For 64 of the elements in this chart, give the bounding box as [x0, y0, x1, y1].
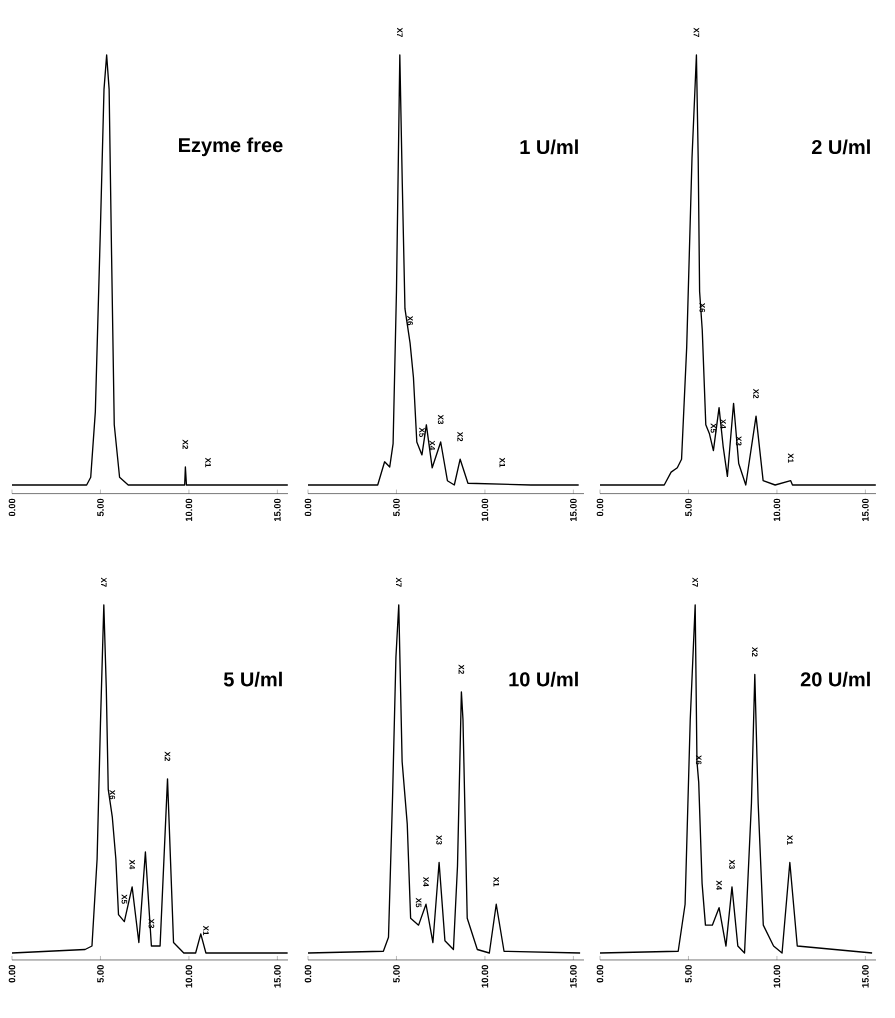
x-tick-label: 0.00	[596, 498, 604, 517]
annotation: X2	[457, 431, 463, 442]
x-tick-label: 0.00	[596, 965, 604, 983]
annotation: X4	[423, 876, 429, 887]
annotation: X1	[205, 457, 211, 468]
x-tick-label: 0.00	[304, 965, 312, 983]
x-tick-label: 15.00	[274, 498, 281, 522]
annotation: X6	[109, 789, 116, 800]
text: 2 U/ml	[811, 139, 870, 155]
x-tick-label: 5.00	[685, 498, 692, 517]
x-tick-label: 5.00	[97, 498, 104, 517]
annotation: X1	[203, 925, 209, 936]
annotation: X1	[787, 453, 794, 463]
annotation: X3	[148, 918, 155, 929]
text: 10 U/ml	[509, 671, 578, 687]
annotation: X2	[752, 647, 758, 657]
annotation: X4	[720, 418, 726, 429]
text: 20 U/ml	[800, 671, 870, 687]
text: 1 U/ml	[520, 139, 578, 155]
annotation: X5	[710, 423, 717, 433]
x-tick-label: 10.00	[481, 498, 489, 522]
annotation: X5	[419, 427, 425, 438]
x-tick-label: 15.00	[570, 498, 577, 522]
x-tick-label: 10.00	[773, 965, 781, 988]
x-tick-label: 0.00	[8, 965, 16, 983]
annotation: X3	[735, 436, 742, 446]
annotation: X2	[164, 751, 171, 761]
annotation: X5	[121, 894, 128, 904]
annotation: X5	[415, 897, 422, 908]
annotation: X6	[695, 755, 702, 765]
annotation: X2	[753, 388, 759, 399]
x-tick-label: 10.00	[773, 498, 781, 522]
x-tick-label: 0.00	[304, 498, 312, 517]
annotation: X7	[693, 27, 700, 38]
x-tick-label: 15.00	[570, 965, 577, 988]
text: 5 U/ml	[223, 671, 282, 687]
annotation: X7	[692, 577, 698, 587]
annotation: X2	[458, 664, 465, 674]
x-tick-label: 0.00	[8, 498, 16, 517]
annotation: X4	[429, 440, 435, 451]
annotation: X4	[716, 880, 722, 891]
x-tick-label: 15.00	[274, 965, 281, 988]
annotation: X7	[396, 577, 402, 587]
x-tick-label: 5.00	[393, 965, 400, 983]
x-tick-label: 5.00	[393, 498, 400, 517]
annotation: X3	[729, 859, 735, 869]
x-tick-label: 10.00	[185, 965, 193, 988]
annotation: X6	[407, 315, 413, 326]
annotation: X7	[397, 27, 403, 38]
annotation: X3	[436, 835, 442, 845]
x-tick-label: 10.00	[185, 498, 193, 522]
x-tick-label: 15.00	[862, 965, 869, 988]
text: Ezyme free	[179, 137, 283, 157]
annotation: X4	[129, 859, 135, 870]
x-tick-label: 15.00	[862, 498, 869, 522]
annotation: X1	[499, 457, 506, 468]
x-tick-label: 10.00	[481, 965, 489, 988]
x-tick-label: 5.00	[97, 965, 104, 983]
x-tick-label: 5.00	[685, 965, 692, 983]
annotation: X1	[493, 876, 499, 887]
annotation: X7	[101, 577, 107, 587]
annotation: X2	[182, 439, 189, 450]
annotation: X1	[787, 835, 793, 845]
annotation: X3	[437, 414, 444, 425]
